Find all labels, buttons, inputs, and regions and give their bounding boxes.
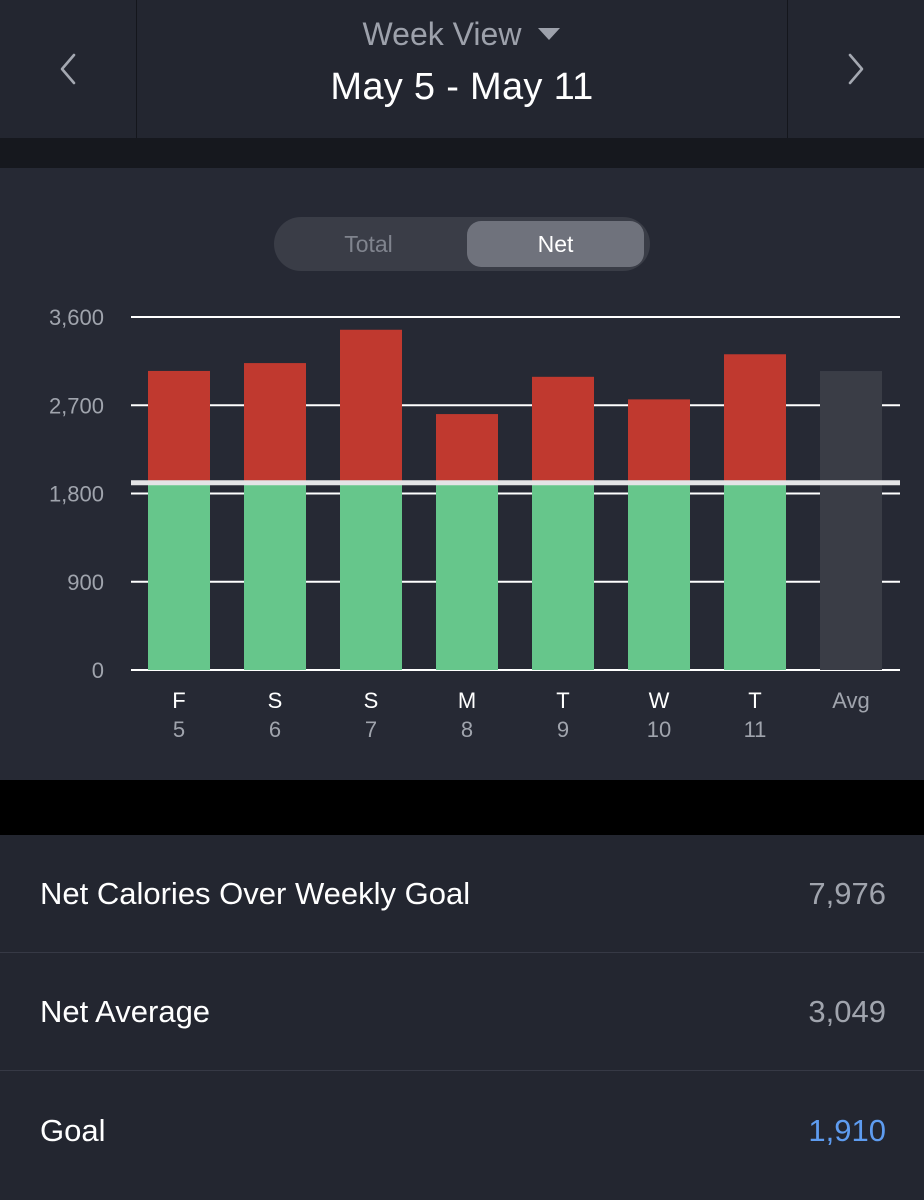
bar-over-goal xyxy=(724,354,786,483)
x-tick-day: S xyxy=(364,688,379,713)
stat-row-over-goal[interactable]: Net Calories Over Weekly Goal 7,976 xyxy=(0,835,924,953)
bar-under-goal xyxy=(148,482,210,670)
chevron-right-icon xyxy=(848,53,864,85)
stat-label: Net Average xyxy=(40,994,211,1029)
x-tick-day: M xyxy=(458,688,476,713)
bar-under-goal xyxy=(244,482,306,670)
view-selector[interactable]: Week View xyxy=(137,14,787,54)
stat-label: Net Calories Over Weekly Goal xyxy=(40,876,471,911)
stat-row-goal[interactable]: Goal 1,910 xyxy=(0,1072,924,1190)
date-range-title: May 5 - May 11 xyxy=(330,66,594,108)
stat-label: Goal xyxy=(40,1113,106,1148)
stat-value: 7,976 xyxy=(808,876,886,911)
y-tick-label: 2,700 xyxy=(49,393,104,418)
chart-panel: 0 900 1,800 2,700 3,600 F 5 S 6 S 7 M 8 T 9 W 10 T 11 Avg T… xyxy=(0,168,924,780)
bar-under-goal xyxy=(724,482,786,670)
x-tick-date: 9 xyxy=(557,717,569,742)
bar-over-goal xyxy=(628,399,690,483)
bar-over-goal xyxy=(436,414,498,483)
bar-under-goal xyxy=(628,482,690,670)
stats-list: Net Calories Over Weekly Goal 7,976 Net … xyxy=(0,835,924,1200)
x-tick-day: F xyxy=(172,688,185,713)
stat-value: 1,910 xyxy=(808,1113,886,1148)
bar-over-goal xyxy=(148,370,210,483)
y-tick-label: 1,800 xyxy=(49,482,104,507)
bar-over-goal xyxy=(340,329,402,483)
section-divider-black xyxy=(0,780,924,835)
caret-down-icon xyxy=(538,28,561,40)
stat-row-net-average[interactable]: Net Average 3,049 xyxy=(0,953,924,1071)
previous-week-button[interactable] xyxy=(0,0,137,138)
x-tick-day: W xyxy=(649,688,670,713)
x-tick-avg: Avg xyxy=(832,688,870,713)
bar-over-goal xyxy=(244,363,306,483)
x-tick-day: T xyxy=(556,688,569,713)
x-tick-day: T xyxy=(748,688,761,713)
y-tick-label: 900 xyxy=(67,570,104,595)
x-tick-date: 10 xyxy=(647,717,671,742)
bar-over-goal xyxy=(532,376,594,483)
toggle-net[interactable]: Net xyxy=(467,221,644,267)
y-tick-label: 3,600 xyxy=(49,305,104,330)
header: Week View May 5 - May 11 xyxy=(0,0,924,138)
y-tick-label: 0 xyxy=(92,658,104,683)
bar-average xyxy=(820,371,882,670)
x-tick-day: S xyxy=(268,688,283,713)
section-divider xyxy=(0,138,924,168)
header-center: Week View May 5 - May 11 xyxy=(137,0,787,138)
x-tick-date: 5 xyxy=(173,717,185,742)
x-tick-date: 7 xyxy=(365,717,377,742)
bar-under-goal xyxy=(436,482,498,670)
x-tick-date: 11 xyxy=(744,717,767,742)
next-week-button[interactable] xyxy=(787,0,924,138)
chevron-left-icon xyxy=(60,53,76,85)
bar-under-goal xyxy=(340,482,402,670)
x-tick-date: 6 xyxy=(269,717,281,742)
bar-under-goal xyxy=(532,482,594,670)
total-net-toggle: Total Net xyxy=(274,217,650,271)
x-tick-date: 8 xyxy=(461,717,473,742)
calorie-chart: 0 900 1,800 2,700 3,600 F 5 S 6 S 7 M 8 T 9 W 10 T 11 Avg xyxy=(49,305,900,742)
stat-value: 3,049 xyxy=(808,994,886,1029)
view-label: Week View xyxy=(362,15,522,52)
toggle-total[interactable]: Total xyxy=(344,230,393,257)
